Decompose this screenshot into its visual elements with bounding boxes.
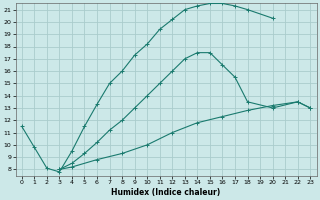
X-axis label: Humidex (Indice chaleur): Humidex (Indice chaleur) [111,188,221,197]
